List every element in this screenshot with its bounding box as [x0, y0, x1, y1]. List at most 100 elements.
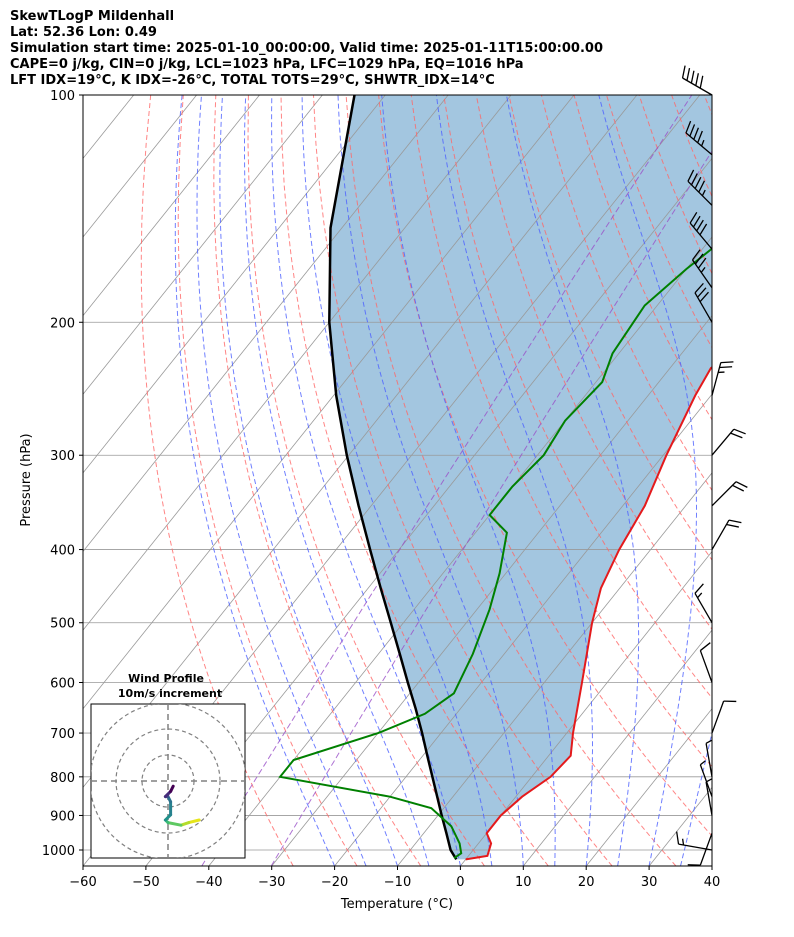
- dry-adiabat: [378, 95, 712, 837]
- moist-adiabat: [301, 95, 493, 866]
- barb-half-flag: [701, 189, 706, 197]
- barb-staff: [705, 743, 713, 777]
- dry-adiabat: [140, 95, 294, 866]
- barb-flag: [732, 484, 745, 492]
- hodograph-segment: [166, 821, 183, 827]
- barb-staff: [711, 481, 737, 507]
- barb-flag: [720, 361, 734, 364]
- x-tick-label: −10: [384, 875, 411, 890]
- y-axis: 100 200 300 400 500 600 700 800 900 1000: [42, 89, 83, 859]
- wind-barb: [705, 778, 713, 816]
- barb-flag: [698, 180, 706, 193]
- isotherm--110: [83, 95, 386, 474]
- y-tick-label: 500: [50, 617, 75, 632]
- isotherm--20: [334, 393, 712, 866]
- wind-barb: [705, 739, 713, 777]
- dry-adiabat: [345, 95, 677, 866]
- wind-profile-inset: Wind Profile 10m/s increment: [90, 672, 246, 859]
- x-tick-label: 20: [578, 875, 595, 890]
- dry-adiabat: [443, 95, 712, 699]
- barb-staff: [691, 259, 713, 289]
- barb-half-flag: [700, 266, 706, 273]
- barb-staff: [711, 362, 722, 396]
- barb-staff: [687, 180, 713, 206]
- x-tick-label: 10: [515, 875, 532, 890]
- isotherm--50: [145, 157, 712, 866]
- barb-flag: [719, 366, 733, 369]
- mixing-ratio-line: [270, 150, 712, 866]
- x-tick-label: 0: [456, 875, 464, 890]
- x-tick-label: −40: [195, 875, 222, 890]
- inset-subtitle: 10m/s increment: [118, 687, 222, 700]
- isotherm--160: [0, 95, 71, 866]
- x-tick-label: −50: [132, 875, 159, 890]
- wind-barb: [711, 519, 742, 550]
- dry-adiabat: [247, 95, 485, 866]
- title-line-indices-2: LFT IDX=19°C, K IDX=-26°C, TOTAL TOTS=29…: [10, 73, 495, 88]
- isotherm--100: [83, 95, 449, 553]
- barb-flag: [696, 219, 704, 232]
- dry-adiabat: [475, 95, 712, 631]
- title-line-indices-1: CAPE=0 j/kg, CIN=0 j/kg, LCL=1023 hPa, L…: [10, 57, 524, 72]
- barb-flag: [681, 65, 686, 79]
- dry-adiabat: [280, 95, 549, 866]
- moist-adiabat: [711, 864, 712, 866]
- barb-flag: [730, 432, 743, 439]
- barb-flag: [689, 211, 698, 224]
- barb-flag: [699, 642, 711, 652]
- y-tick-label: 600: [50, 677, 75, 692]
- wind-barb: [681, 65, 713, 96]
- moist-adiabat: [196, 95, 367, 866]
- parcel-line: [328, 95, 458, 861]
- dewpoint-line: [278, 247, 712, 859]
- isotherm--80: [83, 95, 575, 710]
- x-tick-label: 30: [641, 875, 658, 890]
- wind-barb: [687, 169, 713, 206]
- title-line-times: Simulation start time: 2025-01-10_00:00:…: [10, 41, 603, 56]
- moist-adiabat: [598, 95, 697, 866]
- y-axis-label: Pressure (hPa): [19, 433, 34, 526]
- wind-barb: [689, 211, 713, 250]
- barb-flag: [686, 68, 691, 81]
- barb-flag: [690, 70, 695, 84]
- dry-adiabat: [737, 95, 794, 866]
- isotherm-10: [522, 629, 712, 866]
- wind-barb: [691, 249, 713, 289]
- y-tick-label: 100: [50, 89, 75, 104]
- x-tick-label: −30: [258, 875, 285, 890]
- barb-staff: [682, 77, 713, 96]
- dry-adiabat: [213, 95, 422, 866]
- y-tick-label: 1000: [42, 844, 75, 859]
- isotherm-20: [585, 708, 712, 866]
- barb-flag: [694, 282, 704, 294]
- dry-adiabat: [573, 95, 712, 421]
- barb-flag: [689, 124, 696, 137]
- dry-adiabat: [540, 95, 712, 492]
- barb-staff: [694, 592, 713, 624]
- isotherm--130: [83, 95, 260, 317]
- barb-flag: [690, 173, 698, 186]
- barb-flag: [726, 523, 739, 528]
- hodograph-segment: [187, 818, 201, 825]
- y-tick-label: 200: [50, 316, 75, 331]
- hodograph: [91, 704, 245, 858]
- barb-staff: [711, 700, 725, 734]
- wind-barb: [711, 361, 734, 396]
- barb-half-flag: [699, 760, 706, 766]
- barb-flag: [735, 481, 748, 488]
- isotherm-40: [711, 865, 712, 866]
- isotherm--120: [83, 95, 323, 395]
- moist-adiabat: [506, 95, 640, 866]
- y-tick-label: 800: [50, 771, 75, 786]
- temperature-line: [465, 366, 712, 861]
- wind-barb: [676, 831, 713, 851]
- y-tick-label: 300: [50, 449, 75, 464]
- moist-adiabat: [381, 95, 556, 866]
- barb-staff: [711, 519, 730, 550]
- x-axis: −60 −50 −40 −30 −20 −10 0 10 20 30 40: [69, 866, 720, 890]
- x-tick-label: −20: [321, 875, 348, 890]
- barb-staff: [711, 428, 735, 456]
- plot-area: [0, 95, 794, 866]
- wind-barbs: [676, 65, 748, 866]
